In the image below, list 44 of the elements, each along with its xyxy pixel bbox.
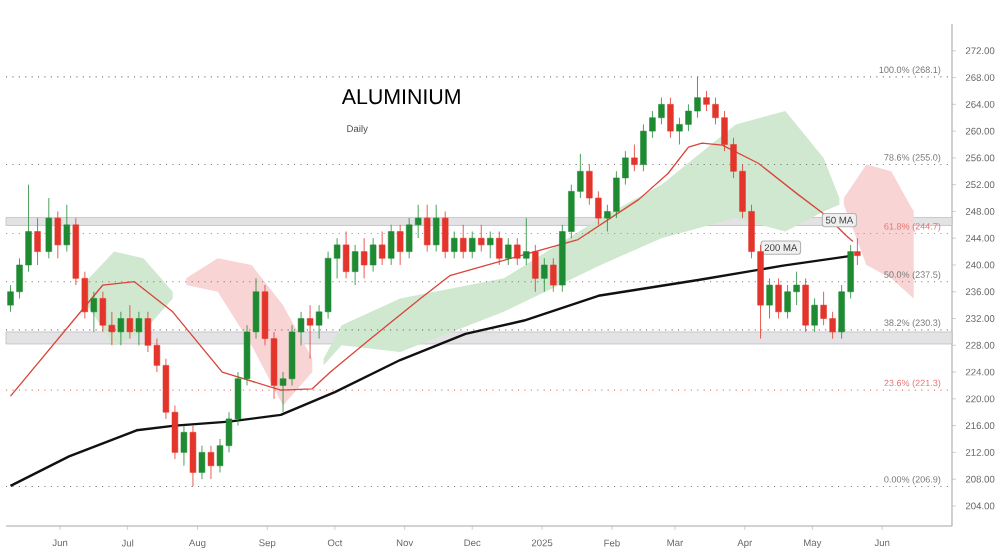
candlestick [478, 224, 485, 252]
candlestick [378, 231, 386, 266]
candlestick [766, 277, 773, 319]
candlestick [433, 204, 440, 252]
candlestick [451, 231, 458, 259]
candlestick [775, 277, 782, 319]
candlestick [387, 224, 395, 266]
text: ALUMINIUM [341, 89, 460, 105]
candlestick [180, 425, 188, 467]
candlestick [460, 224, 467, 259]
candlestick [90, 291, 98, 333]
candlestick [369, 237, 377, 273]
candlestick [423, 204, 431, 252]
candlestick [360, 237, 368, 279]
candlestick [496, 231, 503, 266]
candlestick [99, 291, 107, 333]
candlestick [541, 257, 548, 293]
candlestick [63, 204, 71, 252]
candlestick [631, 144, 638, 172]
candlestick [550, 257, 557, 293]
candlestick [442, 211, 449, 259]
candlestick [523, 217, 530, 266]
candlestick [811, 298, 818, 333]
candlestick [135, 311, 143, 346]
candlestick [854, 237, 861, 266]
candlestick [342, 231, 350, 279]
candlestick [207, 445, 215, 480]
candlestick [126, 304, 134, 339]
candlestick [396, 224, 404, 266]
candlestick [514, 237, 521, 266]
candlestick [198, 445, 206, 480]
candlestick [45, 197, 52, 259]
candlestick [487, 231, 494, 259]
candlestick [667, 97, 674, 139]
candlestick [532, 244, 539, 293]
candlestick [469, 231, 476, 259]
candlestick [34, 217, 41, 266]
candlestick [351, 244, 359, 286]
candlestick [54, 211, 62, 259]
candlestick [117, 311, 125, 346]
candlestick [306, 304, 314, 360]
candlestick [189, 425, 197, 487]
candlestick [505, 237, 512, 266]
candlestick [802, 277, 809, 333]
